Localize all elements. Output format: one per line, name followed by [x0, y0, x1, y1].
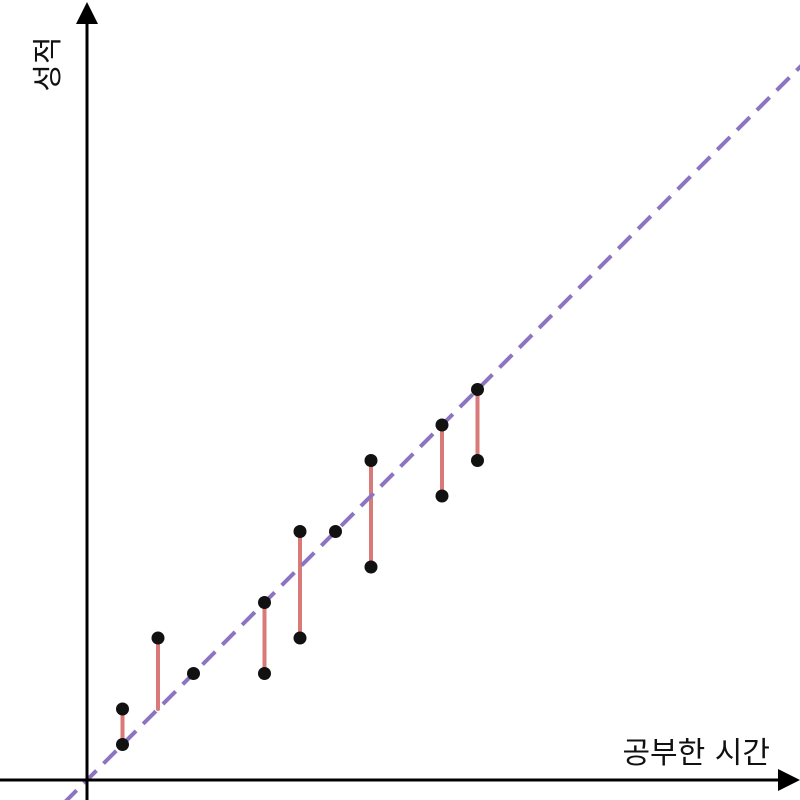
regression-layer — [64, 64, 800, 800]
residuals-layer — [120, 387, 480, 747]
data-point-15 — [471, 383, 484, 396]
data-point-10 — [364, 560, 378, 574]
data-point-2 — [116, 702, 129, 716]
x-axis-arrow — [778, 769, 800, 791]
data-point-5 — [258, 667, 271, 680]
regression-line — [64, 64, 800, 800]
data-point-13 — [435, 418, 449, 432]
data-point-6 — [258, 596, 271, 609]
y-axis-arrow — [76, 2, 98, 24]
chart-plot-area — [64, 64, 800, 800]
data-point-9 — [329, 525, 342, 538]
x-axis-label: 공부한 시간 — [622, 736, 770, 771]
points-layer — [116, 383, 484, 751]
data-point-12 — [435, 489, 449, 503]
y-axis-label: 성적 — [31, 36, 66, 91]
data-point-8 — [293, 525, 307, 538]
data-point-7 — [293, 631, 307, 645]
data-point-1 — [116, 738, 129, 751]
data-point-11 — [364, 454, 378, 467]
data-point-14 — [471, 454, 484, 467]
data-point-3 — [151, 631, 165, 645]
data-point-4 — [187, 667, 200, 680]
